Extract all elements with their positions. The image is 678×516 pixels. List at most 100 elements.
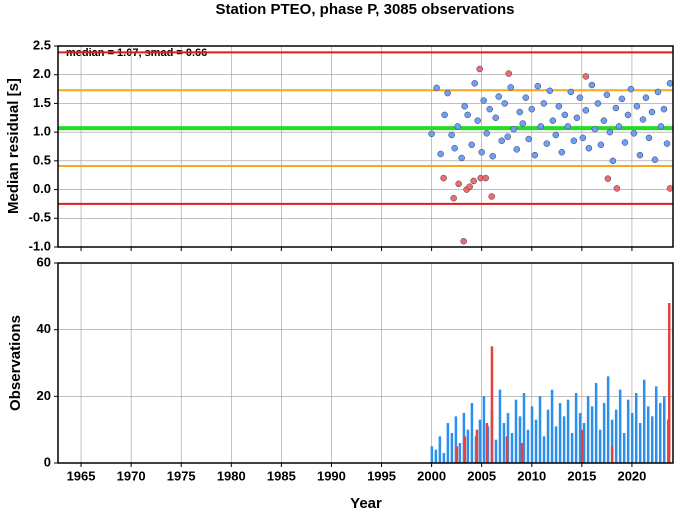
bar — [442, 453, 446, 463]
bar — [470, 403, 474, 463]
point — [633, 103, 641, 110]
point — [455, 180, 462, 188]
bar — [542, 436, 546, 463]
x-tick-label: 2015 — [567, 468, 596, 483]
point — [464, 111, 471, 119]
bar — [578, 413, 582, 463]
bar — [502, 423, 506, 463]
x-tick-label: 2005 — [467, 468, 496, 483]
y-tick-label: 1.0 — [33, 124, 51, 139]
x-tick-label: 1980 — [217, 468, 246, 483]
bar — [510, 433, 514, 463]
bar — [505, 436, 509, 463]
y-axis-label: Observations — [7, 315, 24, 411]
point — [444, 89, 451, 97]
bar — [463, 436, 467, 463]
point — [621, 139, 629, 146]
point — [522, 94, 530, 101]
point — [645, 134, 653, 142]
point — [505, 70, 512, 77]
bar — [618, 389, 622, 463]
bar — [498, 389, 502, 463]
point — [460, 238, 467, 245]
y-tick-label: -1.0 — [29, 238, 51, 253]
point — [454, 123, 461, 130]
point — [482, 174, 489, 182]
point — [654, 88, 662, 96]
point — [666, 185, 674, 192]
y-tick-label: 20 — [37, 388, 51, 403]
point — [433, 84, 440, 92]
bar — [538, 396, 542, 463]
point — [504, 133, 511, 140]
point — [582, 73, 590, 80]
point — [627, 85, 635, 93]
point — [666, 80, 674, 87]
point — [476, 65, 483, 73]
point — [458, 154, 465, 162]
point — [492, 114, 499, 122]
point — [471, 80, 478, 87]
bar — [598, 429, 602, 463]
bar — [434, 449, 438, 463]
bar — [566, 399, 570, 463]
point — [642, 94, 650, 101]
point — [612, 104, 620, 112]
bar — [626, 399, 630, 463]
point — [624, 111, 632, 119]
y-tick-label: 0 — [44, 454, 51, 469]
point — [591, 126, 599, 133]
bar — [630, 413, 634, 463]
point — [531, 151, 539, 159]
point — [468, 141, 475, 149]
bar — [602, 403, 606, 463]
bar — [667, 303, 671, 463]
point — [561, 111, 569, 119]
bar — [514, 399, 518, 463]
bar — [586, 396, 590, 463]
bar — [642, 379, 646, 463]
point — [604, 175, 612, 182]
point — [651, 156, 659, 163]
x-tick-label: 1965 — [67, 468, 96, 483]
y-axis-label: Median residual [s] — [5, 78, 22, 214]
x-axis-label: Year — [350, 495, 382, 511]
point — [663, 140, 671, 147]
bar — [485, 423, 489, 463]
y-tick-label: 60 — [37, 254, 51, 269]
bar — [614, 409, 618, 463]
bar — [658, 403, 662, 463]
point — [546, 87, 554, 95]
bar — [562, 416, 566, 463]
point — [519, 120, 527, 127]
bar — [590, 406, 594, 463]
y-tick-label: 1.5 — [33, 95, 51, 110]
bar — [534, 419, 538, 463]
point — [603, 91, 611, 99]
bar — [594, 383, 598, 463]
bar — [520, 443, 524, 463]
y-tick-label: -0.5 — [29, 210, 51, 225]
point — [501, 100, 508, 107]
bar — [475, 429, 479, 463]
bar — [518, 416, 522, 463]
point — [470, 177, 477, 185]
bar — [490, 346, 494, 463]
bar — [455, 446, 459, 463]
point — [486, 105, 493, 113]
point — [582, 107, 590, 114]
x-tick-label: 1995 — [367, 468, 396, 483]
point — [618, 95, 626, 103]
point — [594, 100, 602, 107]
plot-frame — [57, 262, 674, 464]
bar — [580, 429, 584, 463]
bar — [622, 433, 626, 463]
point — [513, 146, 520, 153]
bar — [530, 406, 534, 463]
point — [630, 130, 638, 137]
point — [576, 94, 584, 101]
bar — [438, 436, 442, 463]
point — [437, 150, 444, 158]
x-tick-label: 2010 — [517, 468, 546, 483]
